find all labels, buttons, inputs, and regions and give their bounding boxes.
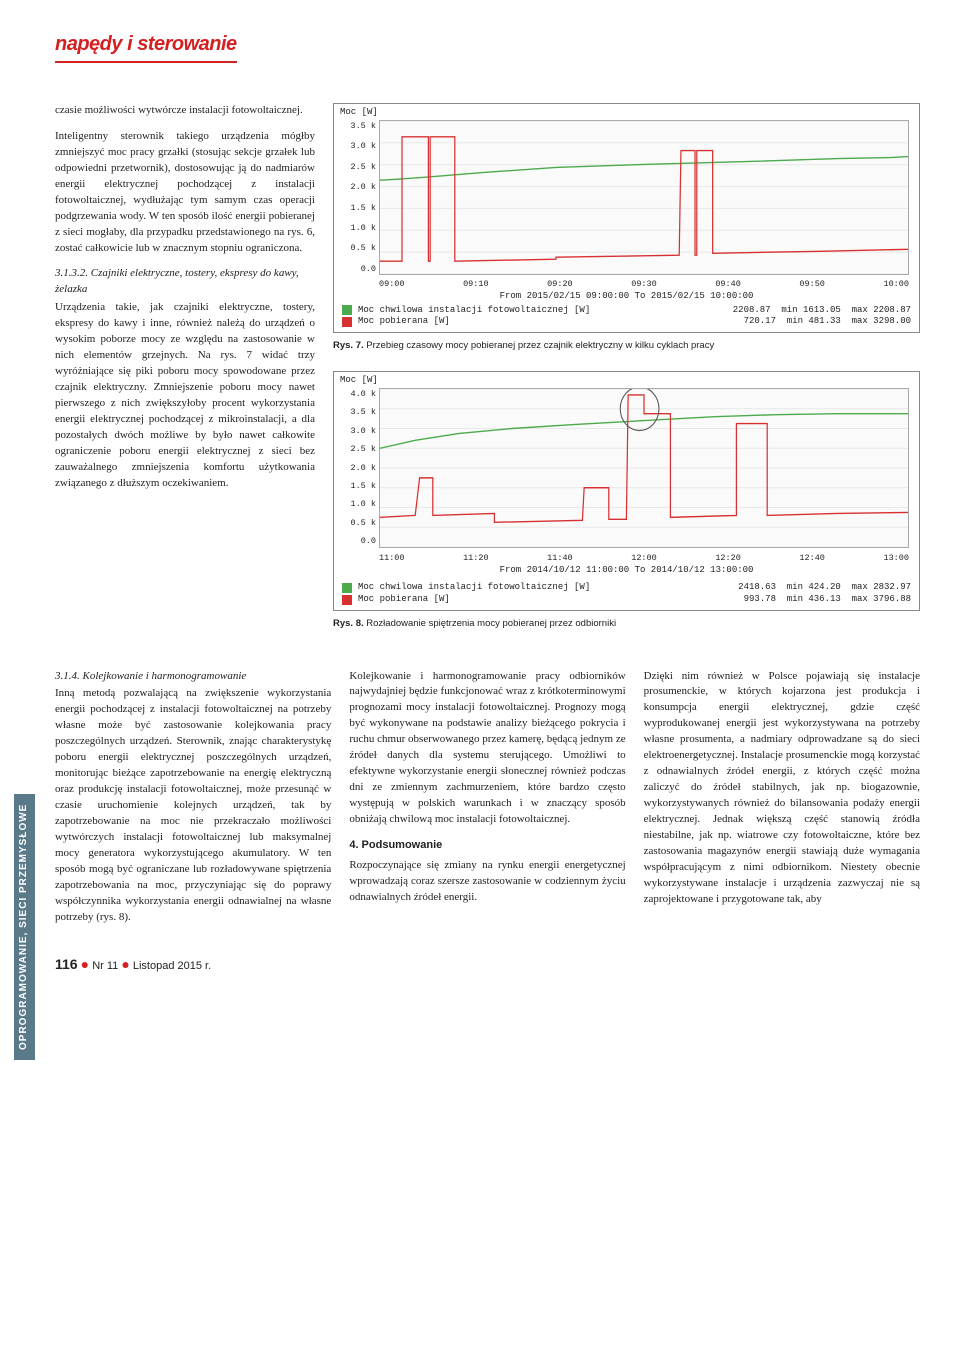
subheading: 3.1.4. Kolejkowanie i harmonogramowanie — [55, 669, 331, 685]
chart-column: Moc [W] 3.5 k3.0 k2.5 k2.0 k1.5 k1.0 k0.… — [333, 103, 920, 649]
para: Rozpoczynające się zmiany na rynku energ… — [349, 858, 625, 906]
para: Dzięki nim również w Polsce pojawiają si… — [644, 669, 920, 908]
section-header: napędy i sterowanie — [55, 30, 237, 63]
lower-col-1: 3.1.4. Kolejkowanie i harmonogramowanie … — [55, 669, 331, 936]
y-axis-label: Moc [W] — [340, 106, 378, 119]
lower-col-3: Dzięki nim również w Polsce pojawiają si… — [644, 669, 920, 936]
left-text-column: czasie możliwości wytwórcze instalacji f… — [55, 103, 315, 649]
figure-caption: Rys. 8. Rozładowanie spiętrzenia mocy po… — [333, 617, 920, 631]
chart-fig8: Moc [W] 4.0 k3.5 k3.0 k2.5 k2.0 k1.5 k1.… — [333, 371, 920, 611]
page-footer: 116 ● Nr 11 ● Listopad 2015 r. — [55, 954, 920, 975]
figure-caption: Rys. 7. Przebieg czasowy mocy pobieranej… — [333, 339, 920, 353]
subheading: 3.1.3.2. Czajniki elektryczne, tostery, … — [55, 266, 315, 298]
para: Inną metodą pozwalającą na zwiększenie w… — [55, 686, 331, 925]
lower-col-2: Kolejkowanie i harmonogramowanie pracy o… — [349, 669, 625, 936]
chart-fig7: Moc [W] 3.5 k3.0 k2.5 k2.0 k1.5 k1.0 k0.… — [333, 103, 920, 333]
x-range-label: From 2015/02/15 09:00:00 To 2015/02/15 1… — [334, 290, 919, 303]
para: czasie możliwości wytwórcze instalacji f… — [55, 103, 315, 119]
y-axis-label: Moc [W] — [340, 374, 378, 387]
sidebar-category: OPROGRAMOWANIE, SIECI PRZEMYSŁOWE — [14, 794, 35, 1060]
heading: 4. Podsumowanie — [349, 838, 625, 854]
x-range-label: From 2014/10/12 11:00:00 To 2014/10/12 1… — [334, 564, 919, 577]
para: Urządzenia takie, jak czajniki elektrycz… — [55, 300, 315, 491]
para: Kolejkowanie i harmonogramowanie pracy o… — [349, 669, 625, 828]
para: Inteligentny sterownik takiego urządzeni… — [55, 129, 315, 257]
